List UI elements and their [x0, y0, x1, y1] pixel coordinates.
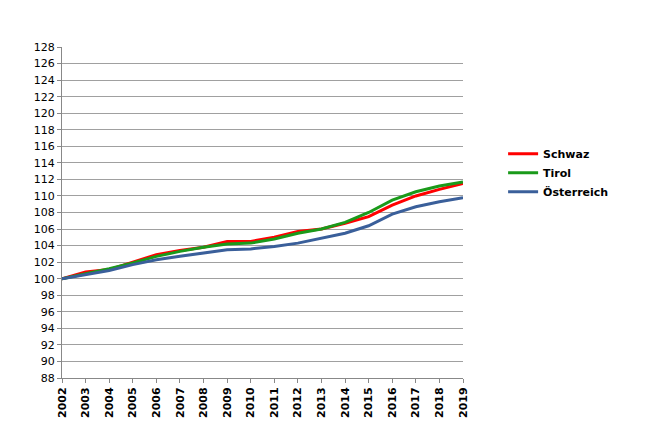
svg-text:98: 98 — [41, 289, 55, 302]
svg-text:2008: 2008 — [197, 387, 210, 418]
svg-text:128: 128 — [34, 41, 55, 54]
svg-text:90: 90 — [41, 355, 55, 368]
svg-text:2014: 2014 — [339, 387, 352, 418]
svg-text:110: 110 — [34, 190, 55, 203]
svg-text:92: 92 — [41, 339, 55, 352]
svg-text:2012: 2012 — [291, 387, 304, 418]
svg-text:96: 96 — [41, 306, 55, 319]
svg-text:2015: 2015 — [362, 387, 375, 418]
svg-text:116: 116 — [34, 140, 55, 153]
svg-text:88: 88 — [41, 372, 55, 385]
svg-text:124: 124 — [34, 74, 55, 87]
svg-text:100: 100 — [34, 273, 55, 286]
svg-text:2019: 2019 — [457, 387, 470, 418]
svg-text:112: 112 — [34, 173, 55, 186]
svg-text:126: 126 — [34, 57, 55, 70]
svg-text:2004: 2004 — [103, 387, 116, 418]
svg-text:2009: 2009 — [221, 387, 234, 418]
svg-text:2007: 2007 — [174, 387, 187, 418]
svg-text:106: 106 — [34, 223, 55, 236]
svg-text:2017: 2017 — [409, 387, 422, 418]
svg-text:2011: 2011 — [268, 387, 281, 418]
svg-text:114: 114 — [34, 157, 55, 170]
svg-text:2016: 2016 — [386, 387, 399, 418]
svg-text:2006: 2006 — [150, 387, 163, 418]
svg-text:104: 104 — [34, 239, 55, 252]
svg-text:108: 108 — [34, 206, 55, 219]
svg-text:102: 102 — [34, 256, 55, 269]
svg-text:Österreich: Österreich — [543, 185, 608, 199]
svg-text:120: 120 — [34, 107, 55, 120]
svg-text:2005: 2005 — [126, 387, 139, 418]
svg-text:2003: 2003 — [79, 387, 92, 418]
svg-text:Tirol: Tirol — [543, 167, 571, 180]
svg-text:2013: 2013 — [315, 387, 328, 418]
svg-text:118: 118 — [34, 124, 55, 137]
svg-text:2018: 2018 — [433, 387, 446, 418]
svg-text:Schwaz: Schwaz — [543, 148, 589, 161]
svg-text:2002: 2002 — [56, 387, 69, 418]
svg-text:94: 94 — [41, 322, 55, 335]
svg-text:122: 122 — [34, 91, 55, 104]
svg-text:2010: 2010 — [244, 387, 257, 418]
